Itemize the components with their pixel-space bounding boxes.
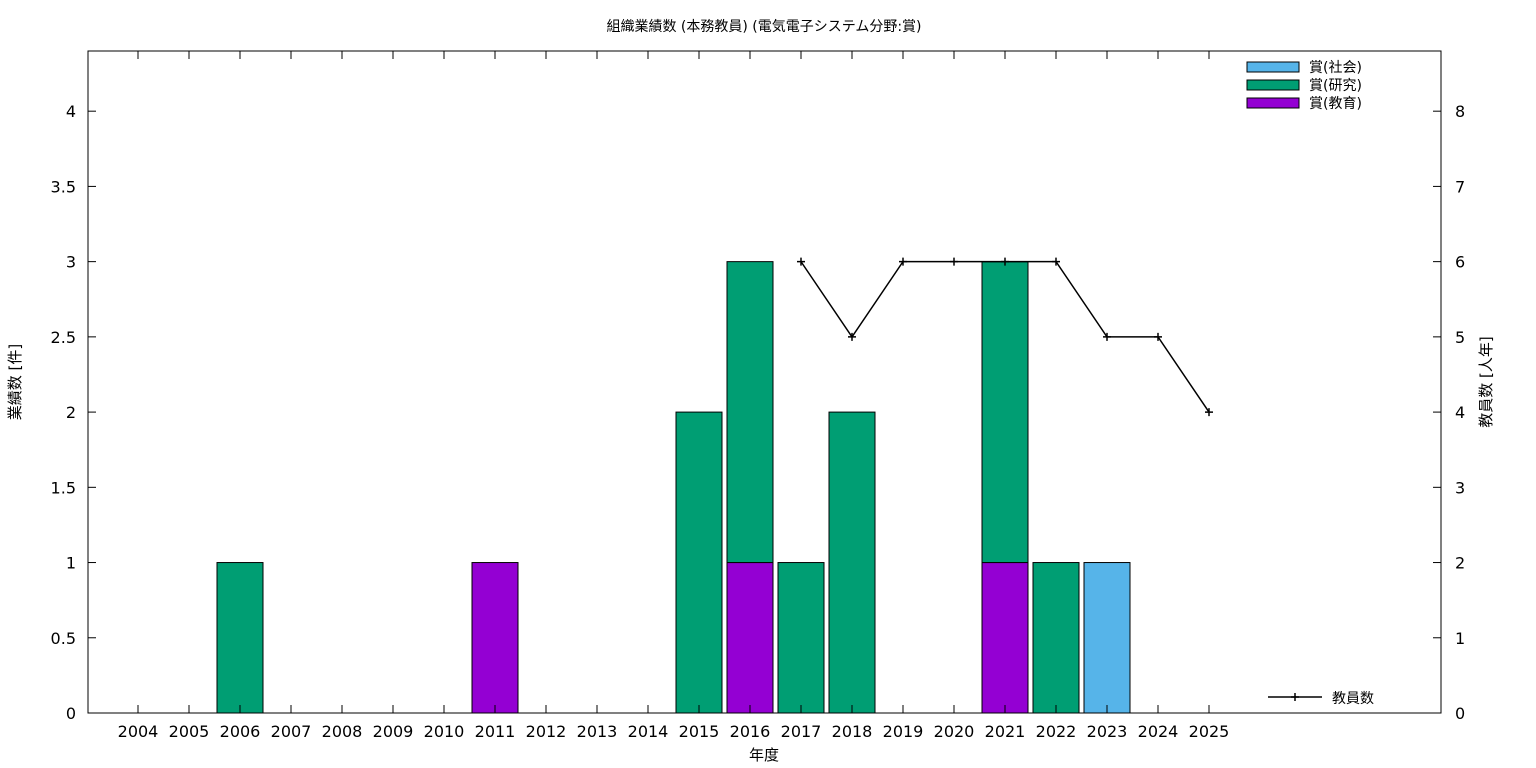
x-tick-label: 2022 bbox=[1036, 722, 1077, 741]
x-tick-label: 2004 bbox=[118, 722, 159, 741]
line-point bbox=[1103, 332, 1111, 341]
line-point bbox=[1052, 257, 1060, 266]
x-tick-label: 2023 bbox=[1087, 722, 1128, 741]
x-tick-label: 2005 bbox=[169, 722, 210, 741]
y-tick-label: 0.5 bbox=[51, 629, 76, 648]
x-tick-label: 2025 bbox=[1189, 722, 1230, 741]
legend-swatch bbox=[1246, 97, 1300, 109]
y2-tick-label: 1 bbox=[1455, 629, 1465, 648]
x-tick-label: 2009 bbox=[373, 722, 414, 741]
y-tick-label: 2 bbox=[66, 403, 76, 422]
x-tick-label: 2018 bbox=[832, 722, 873, 741]
legend-label: 賞(教育) bbox=[1309, 96, 1362, 112]
x-tick-label: 2010 bbox=[424, 722, 465, 741]
bars-layer bbox=[216, 261, 1131, 714]
legend-label: 賞(研究) bbox=[1309, 78, 1362, 94]
bar-2017 bbox=[777, 562, 825, 714]
y-tick-label: 3.5 bbox=[51, 177, 76, 196]
x-tick-label: 2013 bbox=[577, 722, 618, 741]
legend-line-label: 教員数 bbox=[1332, 691, 1374, 707]
bar-2023 bbox=[1083, 562, 1131, 714]
legend-swatch bbox=[1246, 61, 1300, 73]
bar-2021 bbox=[981, 261, 1029, 564]
y2-tick-label: 2 bbox=[1455, 554, 1465, 573]
x-tick-label: 2011 bbox=[475, 722, 516, 741]
line-point bbox=[848, 332, 856, 341]
x-tick-label: 2007 bbox=[271, 722, 312, 741]
y-axis-label: 業績数 [件] bbox=[6, 344, 24, 420]
bar-2011 bbox=[471, 562, 519, 714]
y2-tick-label: 5 bbox=[1455, 328, 1465, 347]
bar-2016 bbox=[726, 261, 774, 564]
bar-2015 bbox=[675, 411, 723, 714]
y2-tick-label: 7 bbox=[1455, 177, 1465, 196]
x-tick-label: 2014 bbox=[628, 722, 669, 741]
y2-tick-label: 4 bbox=[1455, 403, 1465, 422]
x-tick-label: 2021 bbox=[985, 722, 1026, 741]
y2-tick-label: 3 bbox=[1455, 478, 1465, 497]
x-tick-label: 2020 bbox=[934, 722, 975, 741]
x-tick-label: 2008 bbox=[322, 722, 363, 741]
x-axis-label: 年度 bbox=[749, 746, 779, 764]
y2-tick-label: 6 bbox=[1455, 253, 1465, 272]
bar-2022 bbox=[1032, 562, 1080, 714]
plot-frame bbox=[87, 50, 1442, 714]
line-point bbox=[1001, 257, 1009, 266]
y-tick-label: 2.5 bbox=[51, 328, 76, 347]
chart-title: 組織業績数 (本務教員) (電気電子システム分野:賞) bbox=[606, 19, 921, 35]
legend-swatch bbox=[1246, 79, 1300, 91]
legend-line-marker bbox=[1291, 693, 1299, 701]
x-tick-label: 2017 bbox=[781, 722, 822, 741]
bar-2018 bbox=[828, 411, 876, 714]
y2-tick-label: 8 bbox=[1455, 102, 1465, 121]
x-tick-label: 2012 bbox=[526, 722, 567, 741]
line-point bbox=[950, 257, 958, 266]
axes-layer: 0 0.5 1 1.5 2 2.5 3 3.5 4 0 1 2 3 4 5 6 7 8 2004 2005 2006 20… bbox=[51, 51, 1465, 741]
x-tick-label: 2006 bbox=[220, 722, 261, 741]
line-point bbox=[1205, 408, 1213, 417]
y-tick-label: 1.5 bbox=[51, 478, 76, 497]
line-layer bbox=[797, 257, 1213, 417]
line-point bbox=[1154, 332, 1162, 341]
x-tick-label: 2015 bbox=[679, 722, 720, 741]
x-tick-label: 2016 bbox=[730, 722, 771, 741]
line-point bbox=[899, 257, 907, 266]
y-tick-label: 3 bbox=[66, 253, 76, 272]
legend: 賞(社会) 賞(研究) 賞(教育) 教員数 bbox=[1246, 60, 1374, 707]
bar-2021 bbox=[981, 562, 1029, 714]
y-tick-label: 4 bbox=[66, 102, 76, 121]
legend-label: 賞(社会) bbox=[1309, 60, 1362, 76]
line-point bbox=[797, 257, 805, 266]
y2-tick-label: 0 bbox=[1455, 704, 1465, 723]
bar-2006 bbox=[216, 562, 264, 714]
bar-2016 bbox=[726, 562, 774, 714]
y-tick-label: 0 bbox=[66, 704, 76, 723]
x-tick-label: 2019 bbox=[883, 722, 924, 741]
y-tick-label: 1 bbox=[66, 554, 76, 573]
y2-axis-label: 教員数 [人年] bbox=[1477, 336, 1495, 427]
x-tick-label: 2024 bbox=[1138, 722, 1179, 741]
